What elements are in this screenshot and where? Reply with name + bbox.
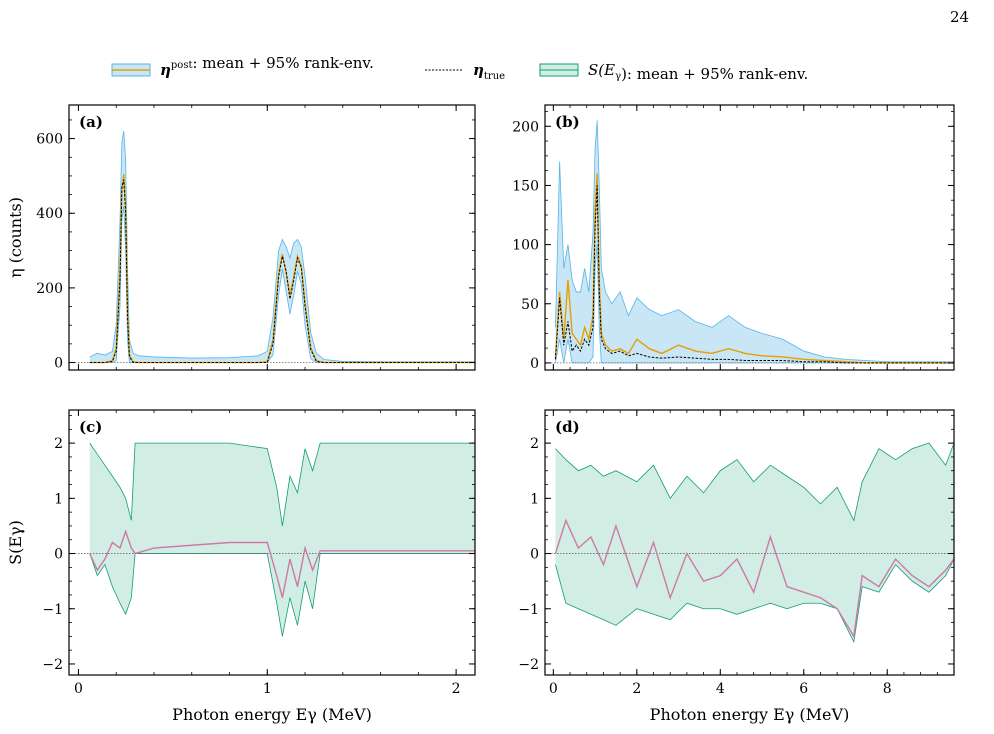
panel-label-3: (d) <box>555 418 580 436</box>
band-upper-1 <box>555 120 954 363</box>
true-line-1 <box>554 185 954 364</box>
band-2 <box>89 443 475 637</box>
frame-0 <box>68 104 476 371</box>
xtick-label-2-1: 1 <box>263 681 272 697</box>
ytick-label-2-1: −1 <box>42 602 63 618</box>
legend-label-1: ηtrue <box>473 61 505 82</box>
true-line-0 <box>89 179 475 364</box>
band-lower-2 <box>89 553 475 637</box>
xtick-label-3-4: 8 <box>883 681 892 697</box>
ytick-label-3-0: −2 <box>518 657 539 673</box>
band-upper-0 <box>89 131 475 363</box>
legend-label-0: ηpost: mean + 95% rank-env. <box>160 54 374 79</box>
panel-label-2: (c) <box>79 418 102 436</box>
mean-line-3 <box>554 518 954 639</box>
xtick-label-3-0: 0 <box>549 681 558 697</box>
ytick-label-3-2: 0 <box>530 547 539 563</box>
legend: ηpost: mean + 95% rank-env. ηtrue S(Eγ): m… <box>111 54 808 83</box>
ytick-label-3-1: −1 <box>518 602 539 618</box>
ytick-label-1-2: 100 <box>512 238 539 254</box>
xtick-label-2-2: 2 <box>452 681 461 697</box>
band-upper-3 <box>555 442 954 522</box>
ytick-label-0-0: 0 <box>54 356 63 372</box>
ytick-label-2-0: −2 <box>42 657 63 673</box>
ytick-label-1-0: 0 <box>530 356 539 372</box>
plot-area-3 <box>545 442 954 644</box>
page-number: 24 <box>950 8 970 26</box>
xtick-label-3-3: 6 <box>799 681 808 697</box>
ylabel-0: η (counts) <box>6 197 25 278</box>
panel-1: 0 50 100 150 200 (b) <box>512 104 955 372</box>
ytick-label-0-3: 600 <box>36 132 63 148</box>
panel-2: 0 1 2 −2 −1 0 1 2 (c) S(Eγ) Photon energy Eγ (MeV) <box>6 409 476 724</box>
ytick-label-1-4: 200 <box>512 119 539 135</box>
xlabel-3: Photon energy Eγ (MeV) <box>650 705 850 724</box>
ytick-label-2-4: 2 <box>54 436 63 452</box>
ytick-label-1-3: 150 <box>512 178 539 194</box>
xtick-label-3-1: 2 <box>632 681 641 697</box>
plot-area-1 <box>545 120 954 364</box>
ytick-label-2-3: 1 <box>54 491 63 507</box>
panel-label-0: (a) <box>79 113 103 131</box>
panel-0: 0 200 400 600 (a) η (counts) <box>6 104 476 372</box>
ytick-label-3-3: 1 <box>530 491 539 507</box>
ylabel-2: S(Eγ) <box>6 520 25 565</box>
ytick-label-1-1: 50 <box>521 297 539 313</box>
band-1 <box>555 120 954 363</box>
plot-area-2 <box>69 442 475 637</box>
band-upper-2 <box>89 442 475 526</box>
mean-line-2 <box>89 529 475 598</box>
ytick-label-3-4: 2 <box>530 436 539 452</box>
xtick-label-2-0: 0 <box>74 681 83 697</box>
xtick-label-3-2: 4 <box>716 681 725 697</box>
band-3 <box>555 443 954 642</box>
frame-2 <box>68 409 476 676</box>
xlabel-2: Photon energy Eγ (MeV) <box>172 705 372 724</box>
frame-1 <box>544 104 955 371</box>
band-lower-3 <box>555 558 954 644</box>
panel-label-1: (b) <box>555 113 580 131</box>
ytick-label-2-2: 0 <box>54 547 63 563</box>
ytick-label-0-1: 200 <box>36 281 63 297</box>
mean-line-1 <box>554 173 954 364</box>
plot-area-0 <box>69 131 475 364</box>
band-lower-0 <box>89 205 475 363</box>
ytick-label-0-2: 400 <box>36 206 63 222</box>
frame-3 <box>544 409 955 676</box>
legend-label-2: S(Eγ): mean + 95% rank-env. <box>588 61 808 83</box>
band-0 <box>89 131 475 363</box>
panel-3: 0 2 4 6 8 −2 −1 0 1 2 (d) Photon energy Eγ (MeV) <box>518 409 955 724</box>
